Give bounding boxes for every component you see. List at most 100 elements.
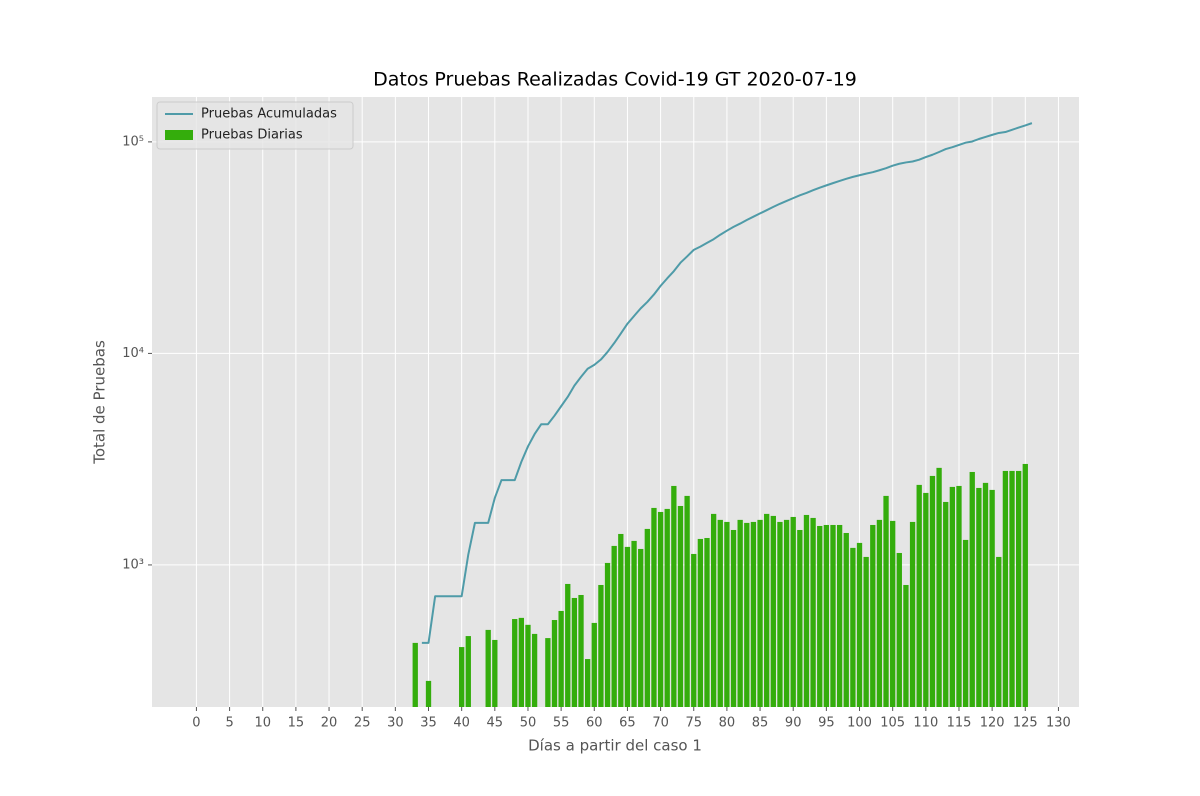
bar — [611, 545, 617, 707]
bar — [936, 467, 942, 707]
bar — [876, 519, 883, 707]
y-axis-label: Total de Pruebas — [91, 340, 109, 465]
x-tick-label: 75 — [685, 716, 702, 731]
bar — [823, 524, 830, 707]
bar — [783, 519, 790, 707]
bar — [777, 521, 783, 707]
x-tick-label: 15 — [288, 716, 305, 731]
bar — [1022, 463, 1028, 707]
bar — [485, 629, 491, 707]
x-tick-label: 90 — [785, 716, 802, 731]
x-tick-label: 20 — [321, 716, 338, 731]
legend: Pruebas Acumuladas Pruebas Diarias — [156, 101, 354, 150]
bar — [551, 620, 558, 707]
bar — [412, 642, 418, 707]
x-tick-label: 40 — [453, 716, 470, 731]
x-tick-label: 10 — [254, 716, 271, 731]
bar — [525, 624, 531, 707]
bar — [856, 542, 863, 707]
bar — [803, 514, 810, 707]
bar — [962, 539, 969, 707]
bar — [883, 495, 889, 707]
x-tick-label: 130 — [1046, 716, 1071, 731]
bar — [764, 513, 770, 707]
x-tick-label: 100 — [847, 716, 872, 731]
axes: 0 5 10 15 20 25 30 35 40 45 50 55 60 65 70 75 80 85 90 95 10… — [122, 134, 1071, 730]
bar — [671, 485, 677, 707]
legend-swatch — [165, 130, 193, 140]
bar — [770, 515, 776, 707]
bar — [797, 529, 803, 707]
bar — [744, 522, 750, 707]
bar — [459, 647, 465, 707]
x-tick-label: 65 — [619, 716, 636, 731]
bar — [684, 495, 690, 707]
bar — [810, 517, 816, 707]
bar — [850, 547, 856, 707]
x-tick-label: 80 — [719, 716, 736, 731]
x-tick-label: 105 — [880, 716, 905, 731]
bar — [982, 482, 989, 707]
x-tick-label: 125 — [1013, 716, 1038, 731]
bar — [631, 540, 637, 707]
bar — [578, 594, 584, 707]
bar — [949, 486, 956, 707]
x-tick-label: 95 — [818, 716, 835, 731]
bar — [518, 617, 524, 707]
bar — [870, 524, 876, 707]
bar — [651, 507, 657, 707]
legend-box — [156, 101, 354, 150]
bar — [943, 501, 949, 707]
bar — [996, 556, 1002, 707]
bar — [565, 583, 571, 707]
y-tick-label: 10⁴ — [122, 346, 144, 361]
bar — [545, 638, 551, 707]
bar — [604, 562, 611, 707]
bar — [956, 485, 962, 707]
bar — [724, 521, 730, 707]
legend-label: Pruebas Diarias — [201, 128, 303, 143]
bar — [598, 584, 604, 707]
x-tick-label: 60 — [586, 716, 603, 731]
bar — [425, 680, 432, 707]
x-tick-label: 25 — [354, 716, 371, 731]
bar — [1002, 470, 1009, 707]
x-axis-label: Días a partir del caso 1 — [528, 737, 702, 755]
bar — [790, 516, 796, 707]
bar — [624, 546, 631, 707]
bar — [717, 519, 723, 707]
x-tick-label: 120 — [980, 716, 1005, 731]
bar — [1016, 470, 1022, 707]
bar — [923, 492, 929, 707]
bar — [896, 552, 902, 707]
bar — [591, 622, 597, 707]
legend-label: Pruebas Acumuladas — [201, 107, 337, 122]
bar — [531, 633, 538, 707]
bar — [863, 556, 869, 707]
x-tick-label: 85 — [752, 716, 769, 731]
bar — [836, 524, 843, 707]
x-tick-label: 30 — [387, 716, 404, 731]
bar — [890, 520, 896, 707]
x-tick-label: 0 — [192, 716, 200, 731]
x-tick-label: 45 — [487, 716, 504, 731]
bar — [757, 519, 763, 707]
bar — [638, 548, 644, 707]
bar — [512, 619, 518, 707]
bar — [691, 553, 697, 707]
bar — [909, 521, 916, 707]
bar — [1009, 470, 1015, 707]
bar — [618, 533, 624, 707]
bar — [584, 659, 591, 707]
bar — [737, 519, 743, 707]
bar — [989, 489, 995, 707]
bar — [929, 475, 936, 707]
bar — [644, 528, 650, 707]
x-tick-label: 50 — [520, 716, 537, 731]
bar — [571, 597, 578, 707]
bar — [976, 487, 982, 707]
bar — [843, 532, 849, 707]
bar — [697, 538, 704, 707]
bar — [710, 513, 717, 707]
